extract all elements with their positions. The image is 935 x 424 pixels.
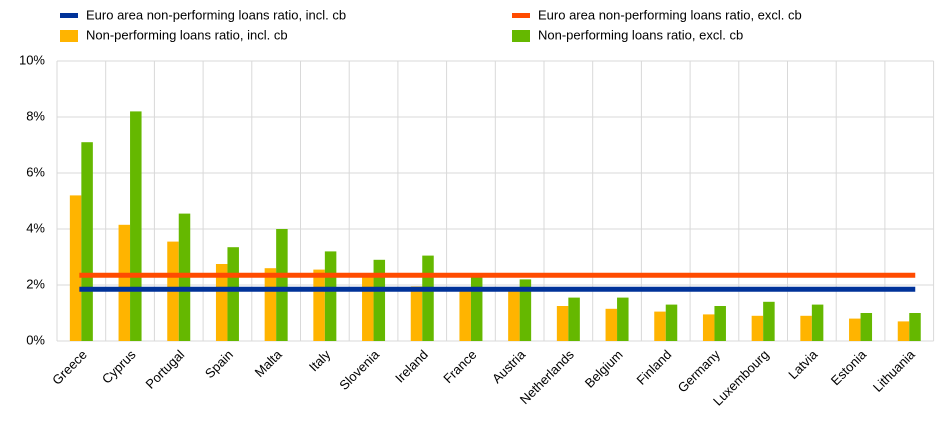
y-tick-label: 8% xyxy=(26,108,45,123)
bar xyxy=(313,269,325,341)
x-tick-label: Spain xyxy=(202,347,236,381)
bar xyxy=(81,142,93,341)
y-tick-label: 2% xyxy=(26,276,45,291)
bar xyxy=(714,306,726,341)
bar xyxy=(605,308,618,341)
legend-swatch xyxy=(60,13,78,18)
x-tick-label: Austria xyxy=(489,346,529,386)
bar xyxy=(227,247,239,341)
x-tick-label: Ireland xyxy=(392,347,431,386)
bar xyxy=(800,315,812,341)
bar xyxy=(763,301,775,341)
bar xyxy=(276,229,288,341)
bar xyxy=(519,279,532,341)
bar xyxy=(811,304,824,341)
y-tick-label: 10% xyxy=(19,52,45,67)
y-tick-label: 0% xyxy=(26,332,45,347)
bar xyxy=(422,255,434,341)
bar xyxy=(215,264,228,341)
x-tick-label: Slovenia xyxy=(336,346,382,392)
x-tick-label: Greece xyxy=(49,347,90,388)
x-tick-label: Finland xyxy=(634,347,675,388)
x-tick-label: Portugal xyxy=(142,347,187,392)
bar xyxy=(373,259,386,341)
x-tick-label: France xyxy=(440,347,479,386)
bar xyxy=(324,251,337,341)
bar xyxy=(556,306,569,341)
bar xyxy=(362,276,374,341)
x-tick-label: Malta xyxy=(252,346,286,380)
bar xyxy=(751,315,764,341)
y-tick-label: 4% xyxy=(26,220,45,235)
bar xyxy=(410,286,423,341)
legend-swatch xyxy=(60,30,78,42)
bar xyxy=(909,313,921,341)
x-tick-label: Cyprus xyxy=(99,347,139,387)
legend-swatch xyxy=(512,13,530,18)
bar xyxy=(118,224,131,341)
legend-label: Non-performing loans ratio, incl. cb xyxy=(86,27,288,42)
bar xyxy=(617,297,629,341)
x-tick-label: Italy xyxy=(306,347,334,375)
legend-swatch xyxy=(512,30,530,42)
x-tick-label: Germany xyxy=(675,347,724,396)
bar xyxy=(897,321,910,341)
x-tick-label: Lithuania xyxy=(870,346,918,394)
bar xyxy=(470,276,483,341)
legend-label: Non-performing loans ratio, excl. cb xyxy=(538,27,743,42)
bar xyxy=(69,195,82,341)
x-tick-label: Latvia xyxy=(785,346,821,382)
bar xyxy=(702,314,715,341)
bar xyxy=(665,304,678,341)
bar xyxy=(264,268,277,341)
bar xyxy=(849,318,861,341)
y-tick-label: 6% xyxy=(26,164,45,179)
legend-label: Euro area non-performing loans ratio, ex… xyxy=(538,7,802,22)
bar xyxy=(130,111,142,342)
bar xyxy=(654,311,666,341)
bar xyxy=(568,297,580,341)
bar xyxy=(459,290,471,341)
legend-label: Euro area non-performing loans ratio, in… xyxy=(86,7,346,22)
bar xyxy=(860,313,873,341)
bar xyxy=(508,290,520,341)
x-tick-label: Estonia xyxy=(828,346,870,388)
x-tick-label: Belgium xyxy=(582,347,626,391)
